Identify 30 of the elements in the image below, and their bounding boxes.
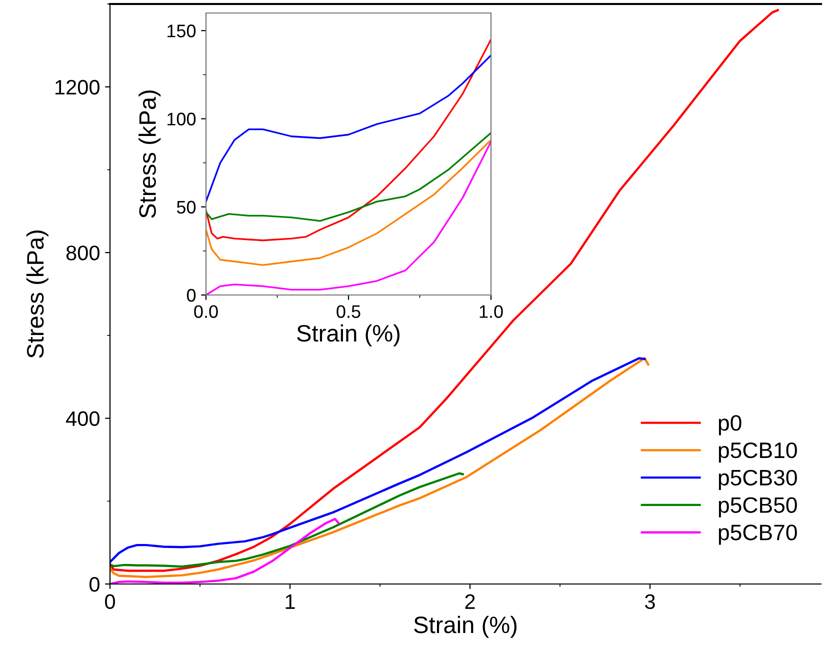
x-axis-title: Strain (%) xyxy=(414,616,517,638)
y-tick-label: 100 xyxy=(168,112,196,126)
legend-label: p5CB30 xyxy=(718,470,797,490)
y-tick-label: 150 xyxy=(168,24,196,38)
legend-label: p5CB70 xyxy=(718,524,797,545)
line-series xyxy=(206,139,491,266)
x-tick-label: 0.5 xyxy=(336,305,360,318)
legend-label: p5CB10 xyxy=(718,442,797,463)
x-tick-label: 3 xyxy=(645,594,655,610)
x-tick-label: 2 xyxy=(465,594,475,609)
y-axis-title: Stress (kPa) xyxy=(26,230,48,358)
line-series xyxy=(206,38,491,242)
line-series xyxy=(110,518,340,584)
y-tick-label: 800 xyxy=(66,246,100,260)
legend-label: p0 xyxy=(718,415,742,436)
x-tick-label: 0 xyxy=(105,594,115,610)
y-tick-label: 50 xyxy=(176,200,196,214)
y-tick-label: 0 xyxy=(90,577,100,592)
y-tick-label: 0 xyxy=(186,288,196,302)
x-tick-label: 1.0 xyxy=(480,305,503,318)
y-tick-label: 400 xyxy=(66,411,100,426)
y-axis-title: Stress (kPa) xyxy=(138,90,161,218)
line-series xyxy=(206,132,491,222)
line-series xyxy=(206,54,491,202)
line-series xyxy=(110,472,464,568)
x-axis-title: Strain (%) xyxy=(297,324,400,346)
x-tick-label: 1 xyxy=(286,594,295,609)
legend-label: p5CB50 xyxy=(718,497,797,518)
x-tick-label: 0.0 xyxy=(194,305,218,318)
y-tick-label: 1200 xyxy=(56,80,100,95)
